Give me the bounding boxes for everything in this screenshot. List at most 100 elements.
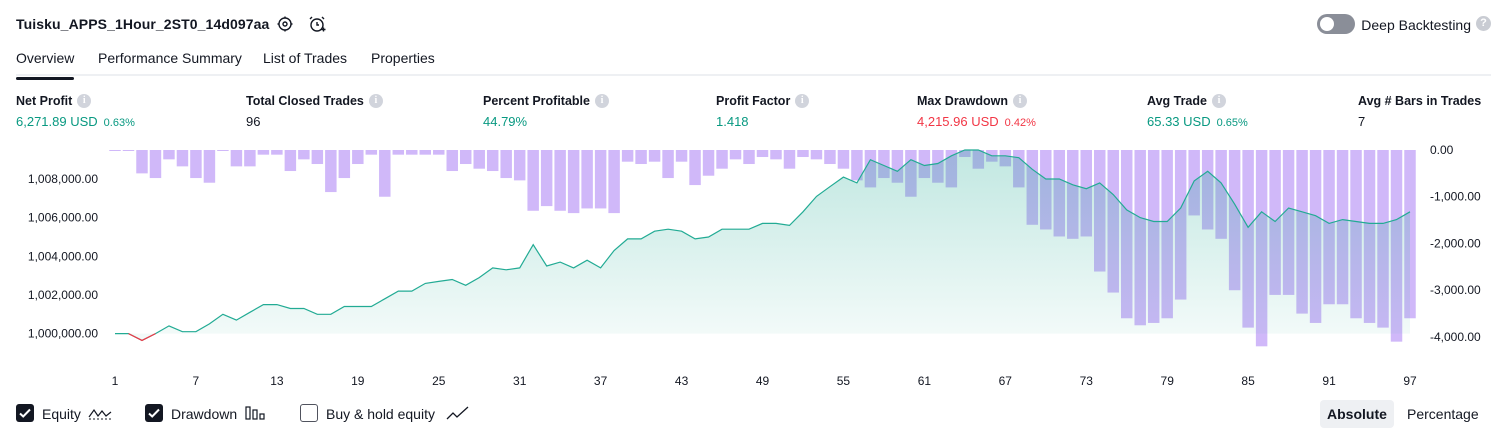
stat-value: 44.79%	[483, 114, 528, 129]
stat-label: Profit Factor	[716, 94, 791, 108]
drawdown-bar	[244, 150, 256, 167]
info-icon[interactable]: i	[795, 94, 810, 108]
strategy-title: Tuisku_APPS_1Hour_2ST0_14d097aa	[16, 16, 270, 32]
right-axis-tick: 0.00	[1430, 143, 1454, 157]
drawdown-bar	[136, 150, 148, 174]
percentage-mode-button[interactable]: Percentage	[1407, 406, 1479, 422]
drawdown-bar	[406, 150, 418, 155]
drawdown-bar	[190, 150, 202, 179]
x-axis-tick: 55	[837, 374, 851, 388]
drawdown-bar	[122, 150, 135, 151]
drawdown-bar	[433, 150, 445, 155]
info-icon[interactable]: i	[594, 94, 609, 108]
tab-list-of-trades[interactable]: List of Trades	[263, 50, 348, 66]
absolute-mode-button[interactable]: Absolute	[1320, 400, 1394, 428]
info-icon[interactable]: i	[1211, 94, 1226, 108]
equity-negative-segment	[128, 333, 156, 342]
tab-properties[interactable]: Properties	[371, 50, 435, 66]
drawdown-bar	[770, 150, 782, 160]
equity-line	[115, 149, 1411, 342]
x-axis-tick: 37	[594, 374, 608, 388]
drawdown-bar	[878, 150, 890, 179]
settings-icon[interactable]	[275, 14, 295, 34]
x-axis-tick: 85	[1241, 374, 1255, 388]
drawdown-bar	[460, 150, 472, 165]
drawdown-bar	[217, 150, 229, 151]
drawdown-bar	[581, 150, 593, 209]
equity-label[interactable]: Equity	[42, 406, 81, 422]
x-axis-tick: 79	[1161, 374, 1175, 388]
drawdown-bar	[851, 150, 863, 181]
left-axis-tick: 1,006,000.00	[28, 211, 98, 225]
stat-percent: 0.42%	[1004, 117, 1036, 129]
deep-backtesting-toggle[interactable]	[1317, 14, 1355, 34]
stat-value: 7	[1358, 114, 1366, 129]
equity-area	[115, 150, 1410, 341]
drawdown-bar	[608, 150, 620, 214]
left-axis-tick: 1,000,000.00	[28, 327, 98, 341]
tab-performance-summary[interactable]: Performance Summary	[98, 50, 242, 66]
stat-value: 6,271.89 USD	[16, 114, 98, 129]
buy-hold-checkbox[interactable]	[300, 404, 318, 422]
buy-hold-label[interactable]: Buy & hold equity	[326, 406, 435, 422]
drawdown-bar	[635, 150, 647, 165]
drawdown-bar	[567, 150, 580, 214]
stat-label: Percent Profitable	[483, 94, 590, 108]
drawdown-bar	[271, 150, 283, 155]
drawdown-bar	[365, 150, 378, 155]
stat-label: Net Profit	[16, 94, 73, 108]
x-axis-tick: 97	[1403, 374, 1417, 388]
x-axis-tick: 13	[270, 374, 284, 388]
report-tabs: Overview Performance Summary List of Tra…	[16, 44, 1491, 80]
x-axis-tick: 31	[513, 374, 527, 388]
left-axis-tick: 1,004,000.00	[28, 249, 98, 263]
stat-percent: 0.63%	[103, 117, 135, 129]
drawdown-bars-icon	[245, 404, 267, 427]
stat-percent-profitable: Percent Profitable i 44.79%	[483, 94, 609, 129]
drawdown-bar	[662, 150, 674, 179]
drawdown-bar	[797, 150, 809, 158]
stat-label: Total Closed Trades	[246, 94, 364, 108]
x-axis-tick: 67	[999, 374, 1013, 388]
stat-value: 1.418	[716, 114, 749, 129]
stat-avg-bars-in-trades: Avg # Bars in Trades 7	[1358, 94, 1481, 129]
drawdown-bar	[716, 150, 728, 169]
drawdown-bar	[689, 150, 701, 186]
add-alert-icon[interactable]	[308, 14, 328, 34]
help-icon[interactable]: ?	[1476, 16, 1491, 31]
drawdown-bar	[419, 150, 431, 155]
drawdown-bar	[621, 150, 634, 162]
info-icon[interactable]: i	[368, 94, 383, 108]
drawdown-checkbox[interactable]	[145, 404, 163, 422]
drawdown-bar	[298, 150, 310, 160]
x-axis-tick: 25	[432, 374, 446, 388]
stat-label: Avg Trade	[1147, 94, 1207, 108]
x-axis-tick: 43	[675, 374, 689, 388]
drawdown-label[interactable]: Drawdown	[171, 406, 238, 422]
x-axis-tick: 61	[918, 374, 932, 388]
drawdown-bar	[500, 150, 512, 179]
info-icon[interactable]: i	[1013, 94, 1027, 108]
drawdown-bar	[486, 150, 499, 172]
x-axis-tick: 1	[112, 374, 119, 388]
drawdown-bar	[702, 150, 715, 176]
drawdown-bar	[756, 150, 769, 158]
x-axis-tick: 19	[351, 374, 365, 388]
x-axis-tick: 91	[1322, 374, 1336, 388]
right-axis-tick: -2,000.00	[1430, 237, 1481, 251]
equity-drawdown-chart[interactable]: 1,000,000.00 1,002,000.00 1,004,000.00 1,00…	[0, 140, 1507, 392]
drawdown-bar	[149, 150, 162, 179]
drawdown-bar	[513, 150, 526, 181]
drawdown-bar	[783, 150, 796, 169]
drawdown-bar	[540, 150, 553, 207]
drawdown-bar	[203, 150, 216, 183]
info-icon[interactable]: i	[77, 94, 92, 108]
drawdown-bar	[729, 150, 742, 160]
drawdown-bar	[338, 150, 351, 179]
equity-checkbox[interactable]	[16, 404, 34, 422]
drawdown-bar	[352, 150, 364, 165]
equity-line-icon	[88, 404, 112, 427]
tab-overview[interactable]: Overview	[16, 50, 75, 80]
drawdown-bar	[379, 150, 391, 197]
x-axis-tick: 7	[193, 374, 200, 388]
